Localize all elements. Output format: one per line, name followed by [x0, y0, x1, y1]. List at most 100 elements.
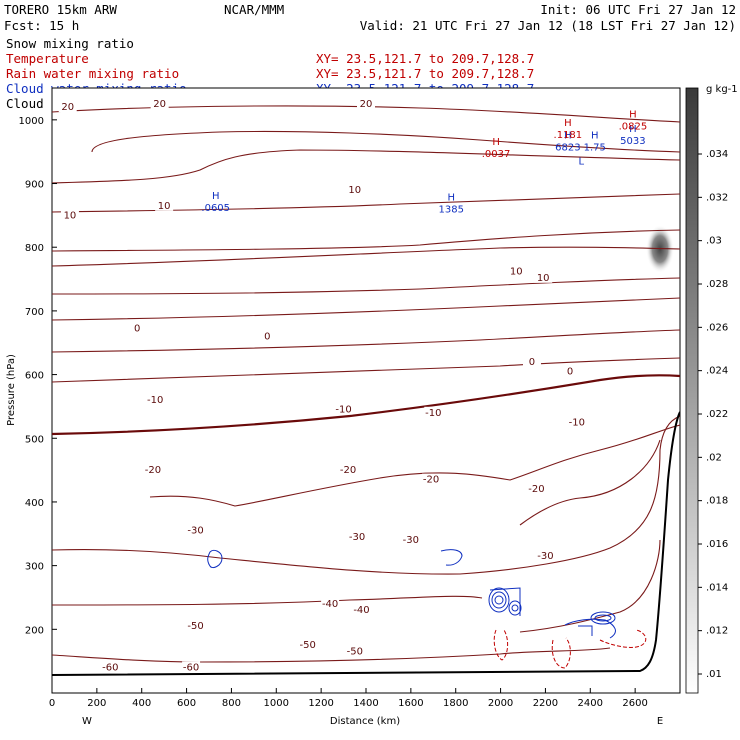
contour-label: -30 — [537, 551, 553, 562]
isotherm-minus-30 — [52, 229, 680, 252]
legend-xy-1: XY= 23.5,121.7 to 209.7,128.7 — [316, 51, 534, 66]
contour-label: -20 — [528, 484, 544, 495]
cloud-water-max-marker: H — [591, 131, 599, 142]
rain-contours — [493, 629, 647, 669]
isotherm-minus-20 — [52, 277, 680, 295]
y-tick-label: 300 — [25, 562, 44, 573]
contour-label: 0 — [134, 324, 140, 335]
contour-label: -30 — [187, 526, 203, 537]
x-tick-label: 800 — [222, 698, 241, 709]
contour-label: -20 — [340, 465, 356, 476]
contour-label: -60 — [102, 663, 118, 674]
rain-max-value: .0825 — [619, 121, 648, 132]
contour-label-bg — [182, 661, 201, 673]
contour-label-bg — [527, 483, 546, 495]
colorbar-tick-label: .024 — [706, 366, 728, 377]
x-tick-label: 1000 — [264, 698, 289, 709]
contour-label: -10 — [147, 395, 163, 406]
contour-label: -30 — [403, 535, 419, 546]
y-tick-label: 500 — [25, 434, 44, 445]
x-tick-label: 2000 — [488, 698, 513, 709]
contour-label-bg — [186, 524, 205, 536]
cloud-water-max-value: 1385 — [439, 204, 464, 215]
contour-label: 0 — [529, 357, 535, 368]
colorbar-tick-label: .026 — [706, 322, 728, 333]
rain-max-marker: H — [564, 118, 572, 129]
x-axis-title: Distance (km) — [330, 716, 400, 727]
colorbar-tick-label: .01 — [706, 669, 722, 680]
contour-label: 20 — [153, 99, 166, 110]
y-axis: 200 300 400 500 600 700 800 900 1000 — [19, 116, 57, 636]
colorbar-tick-label: .032 — [706, 192, 728, 203]
colorbar-tick-label: .022 — [706, 409, 728, 420]
contour-label-bg — [155, 199, 174, 211]
x-tick-label: 2400 — [578, 698, 603, 709]
isotherm-10-d — [519, 439, 661, 526]
cloud-water-max-value: .0605 — [201, 203, 230, 214]
contour-label-bg — [561, 365, 580, 377]
contour-label-bg — [339, 464, 358, 476]
y-tick-label: 800 — [25, 243, 44, 254]
x-axis: 0 200 400 600 800 1000 1200 1400 1600 1800 2000 220… — [49, 688, 648, 709]
isotherm-minus-10 — [52, 329, 680, 353]
model-title: TORERO 15km ARW — [4, 2, 117, 17]
y-tick-label: 400 — [25, 498, 44, 509]
contour-label-bg — [101, 661, 120, 673]
cloud-water-cells-2400 — [564, 611, 616, 639]
contour-label-bg — [60, 209, 79, 221]
organization: NCAR/MMM — [224, 2, 284, 17]
contour-label: -20 — [145, 465, 161, 476]
colorbar-tick-label: .028 — [706, 279, 728, 290]
contour-label-bg — [352, 604, 371, 616]
contour-label: -40 — [322, 599, 338, 610]
contour-label-bg — [298, 639, 317, 651]
contour-label: 10 — [158, 201, 171, 212]
colorbar-tick-label: .014 — [706, 582, 728, 593]
cloud-water-contours — [207, 549, 616, 639]
y-tick-label: 1000 — [19, 116, 44, 127]
x-tick-label: 0 — [49, 698, 55, 709]
contour-label-bg — [58, 101, 77, 113]
contour-layer: -60 -60 -50 -50 -50 -40 -40 -30 -30 -30 -30 -20 -20 -… — [52, 97, 680, 676]
contour-label-bg — [258, 330, 277, 342]
x-tick-label: 1400 — [353, 698, 378, 709]
rain-cell-2000 — [493, 629, 509, 661]
contour-label: 10 — [64, 210, 77, 221]
contour-labels: -60 -60 -50 -50 -50 -40 -40 -30 -30 -30 -30 -20 -20 -… — [58, 97, 586, 674]
colorbar-tick-label: .016 — [706, 539, 728, 550]
cloud-water-max-value: 5033 — [620, 136, 645, 147]
valid-time: Valid: 21 UTC Fri 27 Jan 12 (18 LST Fri … — [360, 18, 736, 33]
legend-field-2: Rain water mixing ratio — [6, 66, 179, 81]
colorbar-tick-label: .02 — [706, 452, 722, 463]
contour-label: 0 — [567, 366, 573, 377]
rain-max-marker: H — [492, 137, 500, 148]
y-tick-label: 700 — [25, 307, 44, 318]
contour-label: -30 — [349, 532, 365, 543]
contour-label-bg — [150, 97, 169, 109]
isotherm-20 — [52, 647, 611, 663]
y-tick-label: 200 — [25, 625, 44, 636]
contour-label-bg — [334, 403, 353, 415]
x-tick-label: 2200 — [533, 698, 558, 709]
contour-label-bg — [424, 406, 443, 418]
x-tick-label: 1200 — [308, 698, 333, 709]
cloud-water-max-value: 6823 — [555, 143, 580, 154]
contour-label-bg — [321, 597, 340, 609]
y-axis-title: Pressure (hPa) — [6, 354, 17, 426]
x-tick-label: 200 — [87, 698, 106, 709]
contour-label: -60 — [183, 663, 199, 674]
x-tick-label: 600 — [177, 698, 196, 709]
isotherm-minus-60 — [52, 105, 680, 123]
maxima-labels: H.0605H1385H6823H1.75H5033H.0037H.1181H.… — [201, 109, 647, 215]
rain-max-value: .1181 — [554, 130, 583, 141]
contour-label: 20 — [360, 99, 373, 110]
contour-label-bg — [401, 534, 420, 546]
isotherm-minus-20-b — [52, 297, 680, 321]
colorbar-tick-label: .034 — [706, 149, 728, 160]
colorbar-tick-label: .012 — [706, 626, 728, 637]
x-tick-label: 1800 — [443, 698, 468, 709]
cloud-water-cell-600 — [207, 549, 223, 569]
cloud-water-max-marker: H — [629, 124, 637, 135]
isotherm-minus-30-b — [52, 246, 680, 267]
